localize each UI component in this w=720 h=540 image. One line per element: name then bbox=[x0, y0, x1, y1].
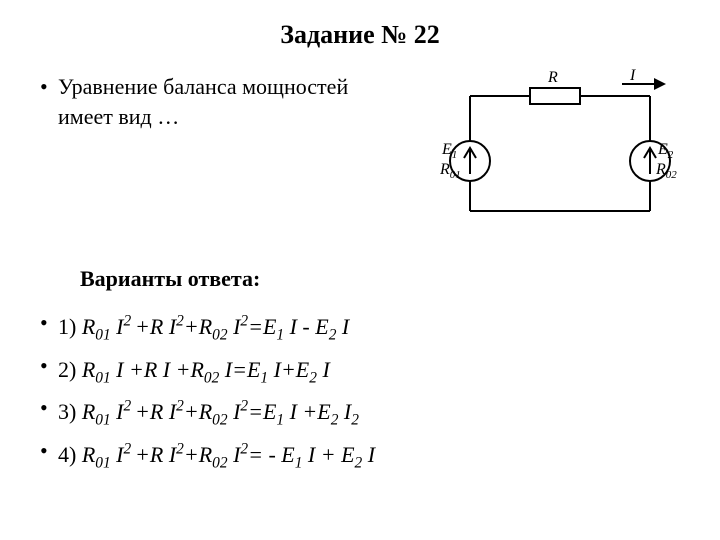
option-formula: R01 I2 +R I2+R02 I2=E1 I - E2 I bbox=[82, 314, 349, 339]
option-3: • 3) R01 I2 +R I2+R02 I2=E1 I +E2 I2 bbox=[40, 393, 680, 434]
option-n: 4) bbox=[58, 442, 76, 467]
question-line1: Уравнение баланса мощностей bbox=[58, 74, 348, 99]
page-title: Задание № 22 bbox=[40, 20, 680, 50]
option-4: • 4) R01 I2 +R I2+R02 I2= - E1 I + E2 I bbox=[40, 436, 680, 477]
answers-list: • 1) R01 I2 +R I2+R02 I2=E1 I - E2 I • 2… bbox=[40, 308, 680, 476]
option-formula: R01 I +R I +R02 I=E1 I+E2 I bbox=[82, 357, 330, 382]
question-text: • Уравнение баланса мощностей имеет вид … bbox=[40, 72, 420, 131]
label-R: R bbox=[547, 69, 558, 86]
question-line2: имеет вид … bbox=[58, 104, 179, 129]
label-E1: E1 bbox=[441, 141, 457, 161]
option-n: 3) bbox=[58, 399, 76, 424]
bullet-icon: • bbox=[40, 436, 58, 466]
option-n: 2) bbox=[58, 357, 76, 382]
circuit-diagram: R I E1 R01 E2 R02 bbox=[440, 66, 680, 226]
bullet-icon: • bbox=[40, 351, 58, 381]
bullet-icon: • bbox=[40, 308, 58, 338]
option-formula: R01 I2 +R I2+R02 I2=E1 I +E2 I2 bbox=[82, 399, 359, 424]
bullet-icon: • bbox=[40, 72, 58, 102]
bullet-icon: • bbox=[40, 393, 58, 423]
option-1: • 1) R01 I2 +R I2+R02 I2=E1 I - E2 I bbox=[40, 308, 680, 349]
option-n: 1) bbox=[58, 314, 76, 339]
option-2: • 2) R01 I +R I +R02 I=E1 I+E2 I bbox=[40, 351, 680, 392]
label-I: I bbox=[629, 67, 636, 84]
answers-heading: Варианты ответа: bbox=[80, 266, 680, 292]
option-formula: R01 I2 +R I2+R02 I2= - E1 I + E2 I bbox=[82, 442, 375, 467]
